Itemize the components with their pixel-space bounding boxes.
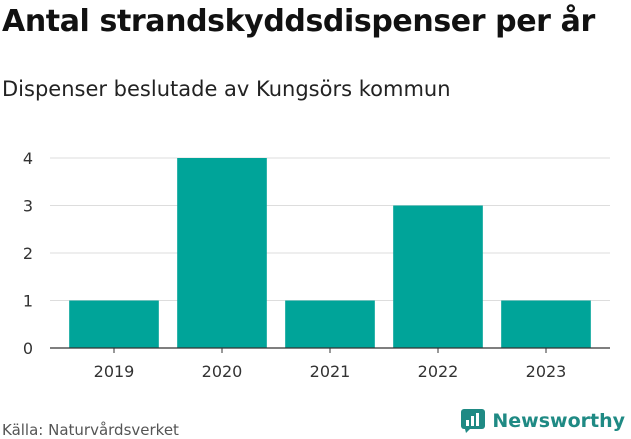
y-tick-label: 4 [23,149,33,168]
y-tick-label: 1 [23,292,33,311]
y-tick-label: 3 [23,197,33,216]
chart-title: Antal strandskyddsdispenser per år [2,4,595,39]
brand-name: Newsworthy [492,410,625,432]
bar [69,300,159,348]
x-tick-label: 2020 [202,362,243,381]
bar [501,300,591,348]
bar [285,300,375,348]
newsworthy-logo-icon [461,409,486,433]
y-tick-label: 2 [23,244,33,263]
x-tick-label: 2023 [526,362,567,381]
source-note: Källa: Naturvårdsverket [2,421,179,439]
x-tick-label: 2021 [310,362,351,381]
brand-logo: Newsworthy [460,408,625,434]
x-tick-label: 2019 [94,362,135,381]
y-tick-label: 0 [23,339,33,358]
bar [393,205,483,348]
bar [177,158,267,348]
x-tick-label: 2022 [418,362,459,381]
chart-subtitle: Dispenser beslutade av Kungsörs kommun [2,77,451,101]
